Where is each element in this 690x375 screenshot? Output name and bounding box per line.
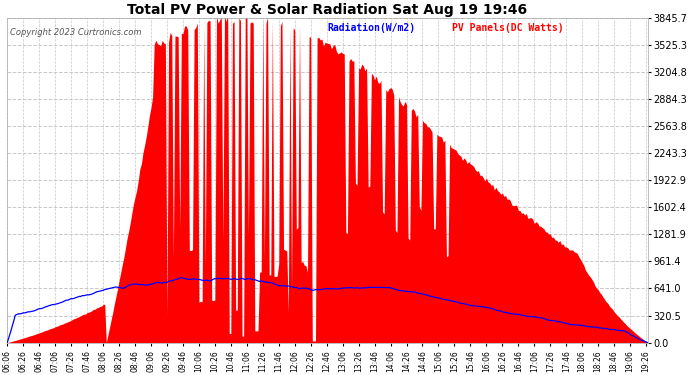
Text: Radiation(W/m2): Radiation(W/m2) — [328, 23, 415, 33]
Text: PV Panels(DC Watts): PV Panels(DC Watts) — [453, 23, 564, 33]
Text: Copyright 2023 Curtronics.com: Copyright 2023 Curtronics.com — [10, 28, 142, 37]
Title: Total PV Power & Solar Radiation Sat Aug 19 19:46: Total PV Power & Solar Radiation Sat Aug… — [128, 3, 528, 17]
